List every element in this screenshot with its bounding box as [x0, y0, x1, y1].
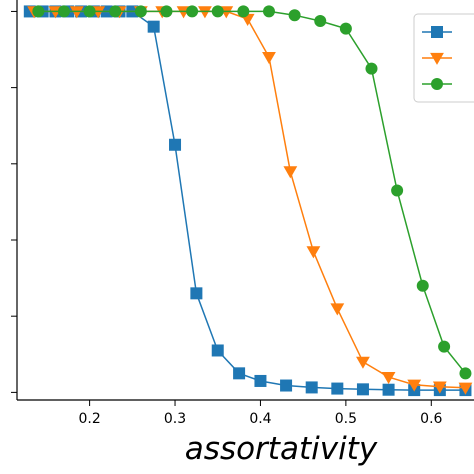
x-axis-label: assortativity: [185, 431, 378, 467]
series-2-point: [283, 166, 298, 179]
legend-entry-1: [422, 26, 452, 38]
series-3-point: [262, 5, 275, 18]
x-tick-label: 0.4: [249, 411, 271, 427]
series-1-point: [233, 367, 246, 380]
x-tick-label: 0.2: [78, 411, 100, 427]
series-2-point: [262, 51, 276, 65]
series-2-point: [381, 371, 396, 385]
series-2-point: [432, 381, 447, 394]
series-3-point: [109, 5, 122, 18]
series-3: [32, 5, 472, 380]
x-tick-label: 0.6: [420, 411, 442, 427]
legend-entry-2: [422, 52, 452, 65]
legend-marker: [431, 78, 443, 90]
series-2-point: [330, 303, 345, 316]
series-2-point: [458, 382, 473, 395]
series-1-point: [211, 344, 224, 357]
x-tick-label: 0.3: [164, 411, 186, 427]
series-3-point: [391, 184, 404, 197]
legend-entry-3: [422, 78, 452, 90]
series-3-point: [186, 5, 199, 18]
legend-marker: [430, 52, 444, 65]
series-3-point: [459, 367, 472, 380]
series-3-point: [160, 5, 173, 18]
series-1-point: [147, 20, 160, 33]
series-layer: [23, 5, 473, 397]
x-tick-label: 0.5: [335, 411, 357, 427]
series-2-point: [69, 6, 84, 19]
series-3-point: [134, 5, 147, 18]
series-2-point: [356, 356, 370, 369]
chart-legend: [413, 13, 474, 103]
series-1-point: [382, 383, 395, 396]
series-1-point: [254, 374, 267, 387]
series-3-point: [339, 22, 352, 35]
series-3-point: [365, 62, 378, 75]
series-2-point: [306, 246, 321, 259]
series-1-point: [331, 382, 344, 395]
series-2-line: [34, 10, 466, 389]
series-3-point: [211, 5, 224, 18]
series-1-point: [190, 287, 203, 300]
series-3-point: [57, 5, 70, 18]
series-2: [27, 6, 473, 395]
series-3-point: [32, 5, 45, 18]
series-2-point: [407, 379, 422, 392]
series-3-point: [83, 5, 96, 18]
series-3-point: [237, 5, 250, 18]
series-1-point: [356, 383, 369, 396]
series-1-point: [305, 381, 318, 394]
series-1-point: [280, 379, 293, 392]
series-2-point: [198, 6, 212, 19]
series-1: [23, 5, 472, 397]
series-3-point: [314, 14, 327, 27]
legend-marker: [431, 26, 443, 38]
series-3-point: [438, 340, 451, 353]
series-1-point: [169, 138, 182, 151]
series-3-point: [416, 279, 429, 292]
axes-layer: 0.2 0.3 0.4 0.5 0.6: [11, 0, 474, 427]
series-3-point: [288, 9, 301, 22]
